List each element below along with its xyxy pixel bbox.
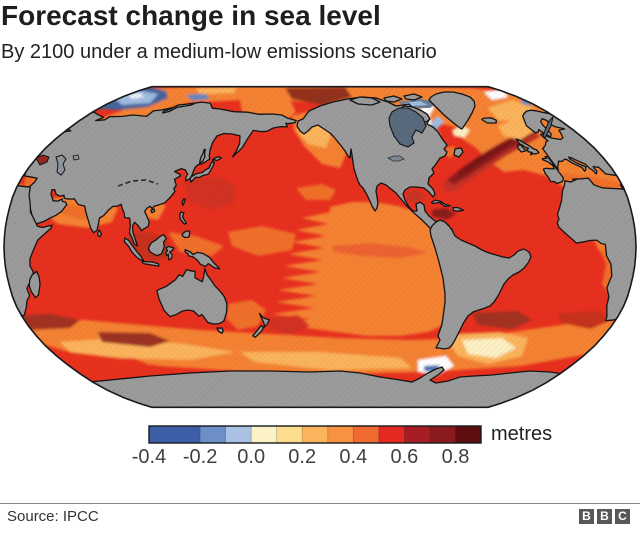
svg-text:0.2: 0.2 (288, 446, 316, 468)
svg-text:-0.2: -0.2 (183, 446, 217, 468)
svg-text:0.4: 0.4 (339, 446, 367, 468)
svg-text:0.6: 0.6 (390, 446, 418, 468)
svg-text:metres: metres (491, 423, 552, 445)
svg-text:-0.4: -0.4 (132, 446, 166, 468)
svg-text:0.0: 0.0 (237, 446, 265, 468)
svg-text:0.8: 0.8 (442, 446, 470, 468)
